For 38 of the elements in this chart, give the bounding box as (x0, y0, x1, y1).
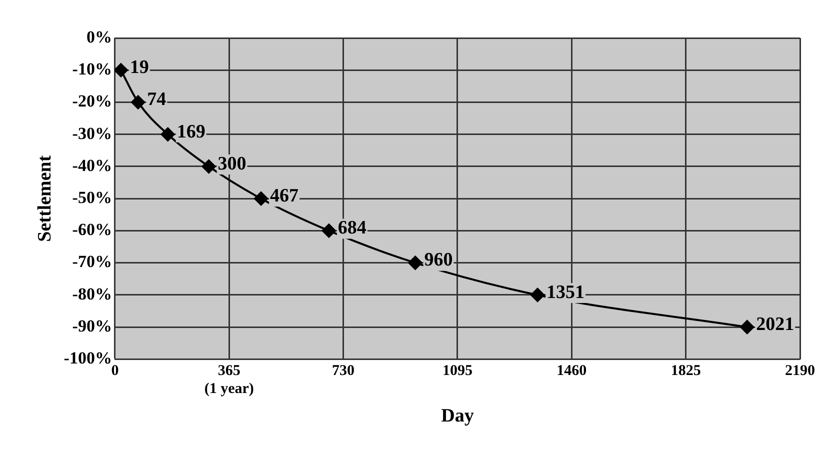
annotation: 1351 (546, 282, 585, 303)
annotation: 2021 (756, 314, 794, 335)
point (322, 224, 336, 238)
x-axis-title: Day (441, 406, 474, 427)
y-tick-label: -10% (72, 60, 112, 79)
point (254, 192, 268, 206)
y-tick-label: -60% (72, 220, 112, 240)
y-axis-title: Settlement (34, 154, 56, 242)
y-tick-label: -70% (72, 252, 112, 272)
x-tick-label: 730 (332, 363, 355, 380)
point (131, 95, 146, 110)
x-tick-label: 2190 (785, 363, 815, 380)
annotation: 74 (147, 89, 167, 110)
annotation: 169 (176, 121, 206, 142)
y-tick-label: -40% (72, 156, 112, 175)
point (160, 127, 175, 142)
point (202, 159, 216, 174)
y-tick-label: -20% (72, 92, 112, 111)
point (530, 288, 545, 302)
annotation: 467 (270, 186, 300, 207)
x-tick-label: 1825 (670, 363, 701, 380)
y-tick-label: -100% (64, 348, 112, 368)
y-tick-label: -50% (72, 188, 112, 207)
annotation: 684 (338, 218, 367, 239)
point (408, 256, 422, 270)
annotation: 19 (130, 57, 149, 78)
point (740, 320, 754, 334)
annotation: 960 (424, 250, 453, 271)
x-tick-label: 1460 (556, 363, 587, 380)
point (114, 63, 128, 78)
annotation: 300 (218, 153, 246, 174)
y-tick-label: -90% (72, 316, 112, 336)
x-tick-label: 1095 (442, 363, 472, 380)
y-tick-label: 0% (86, 27, 112, 46)
y-tick-label: -80% (72, 284, 112, 304)
x-tick-label: 0 (111, 363, 119, 380)
x-tick-label: 365 (1 year) (204, 363, 254, 398)
y-tick-label: -30% (72, 124, 112, 143)
